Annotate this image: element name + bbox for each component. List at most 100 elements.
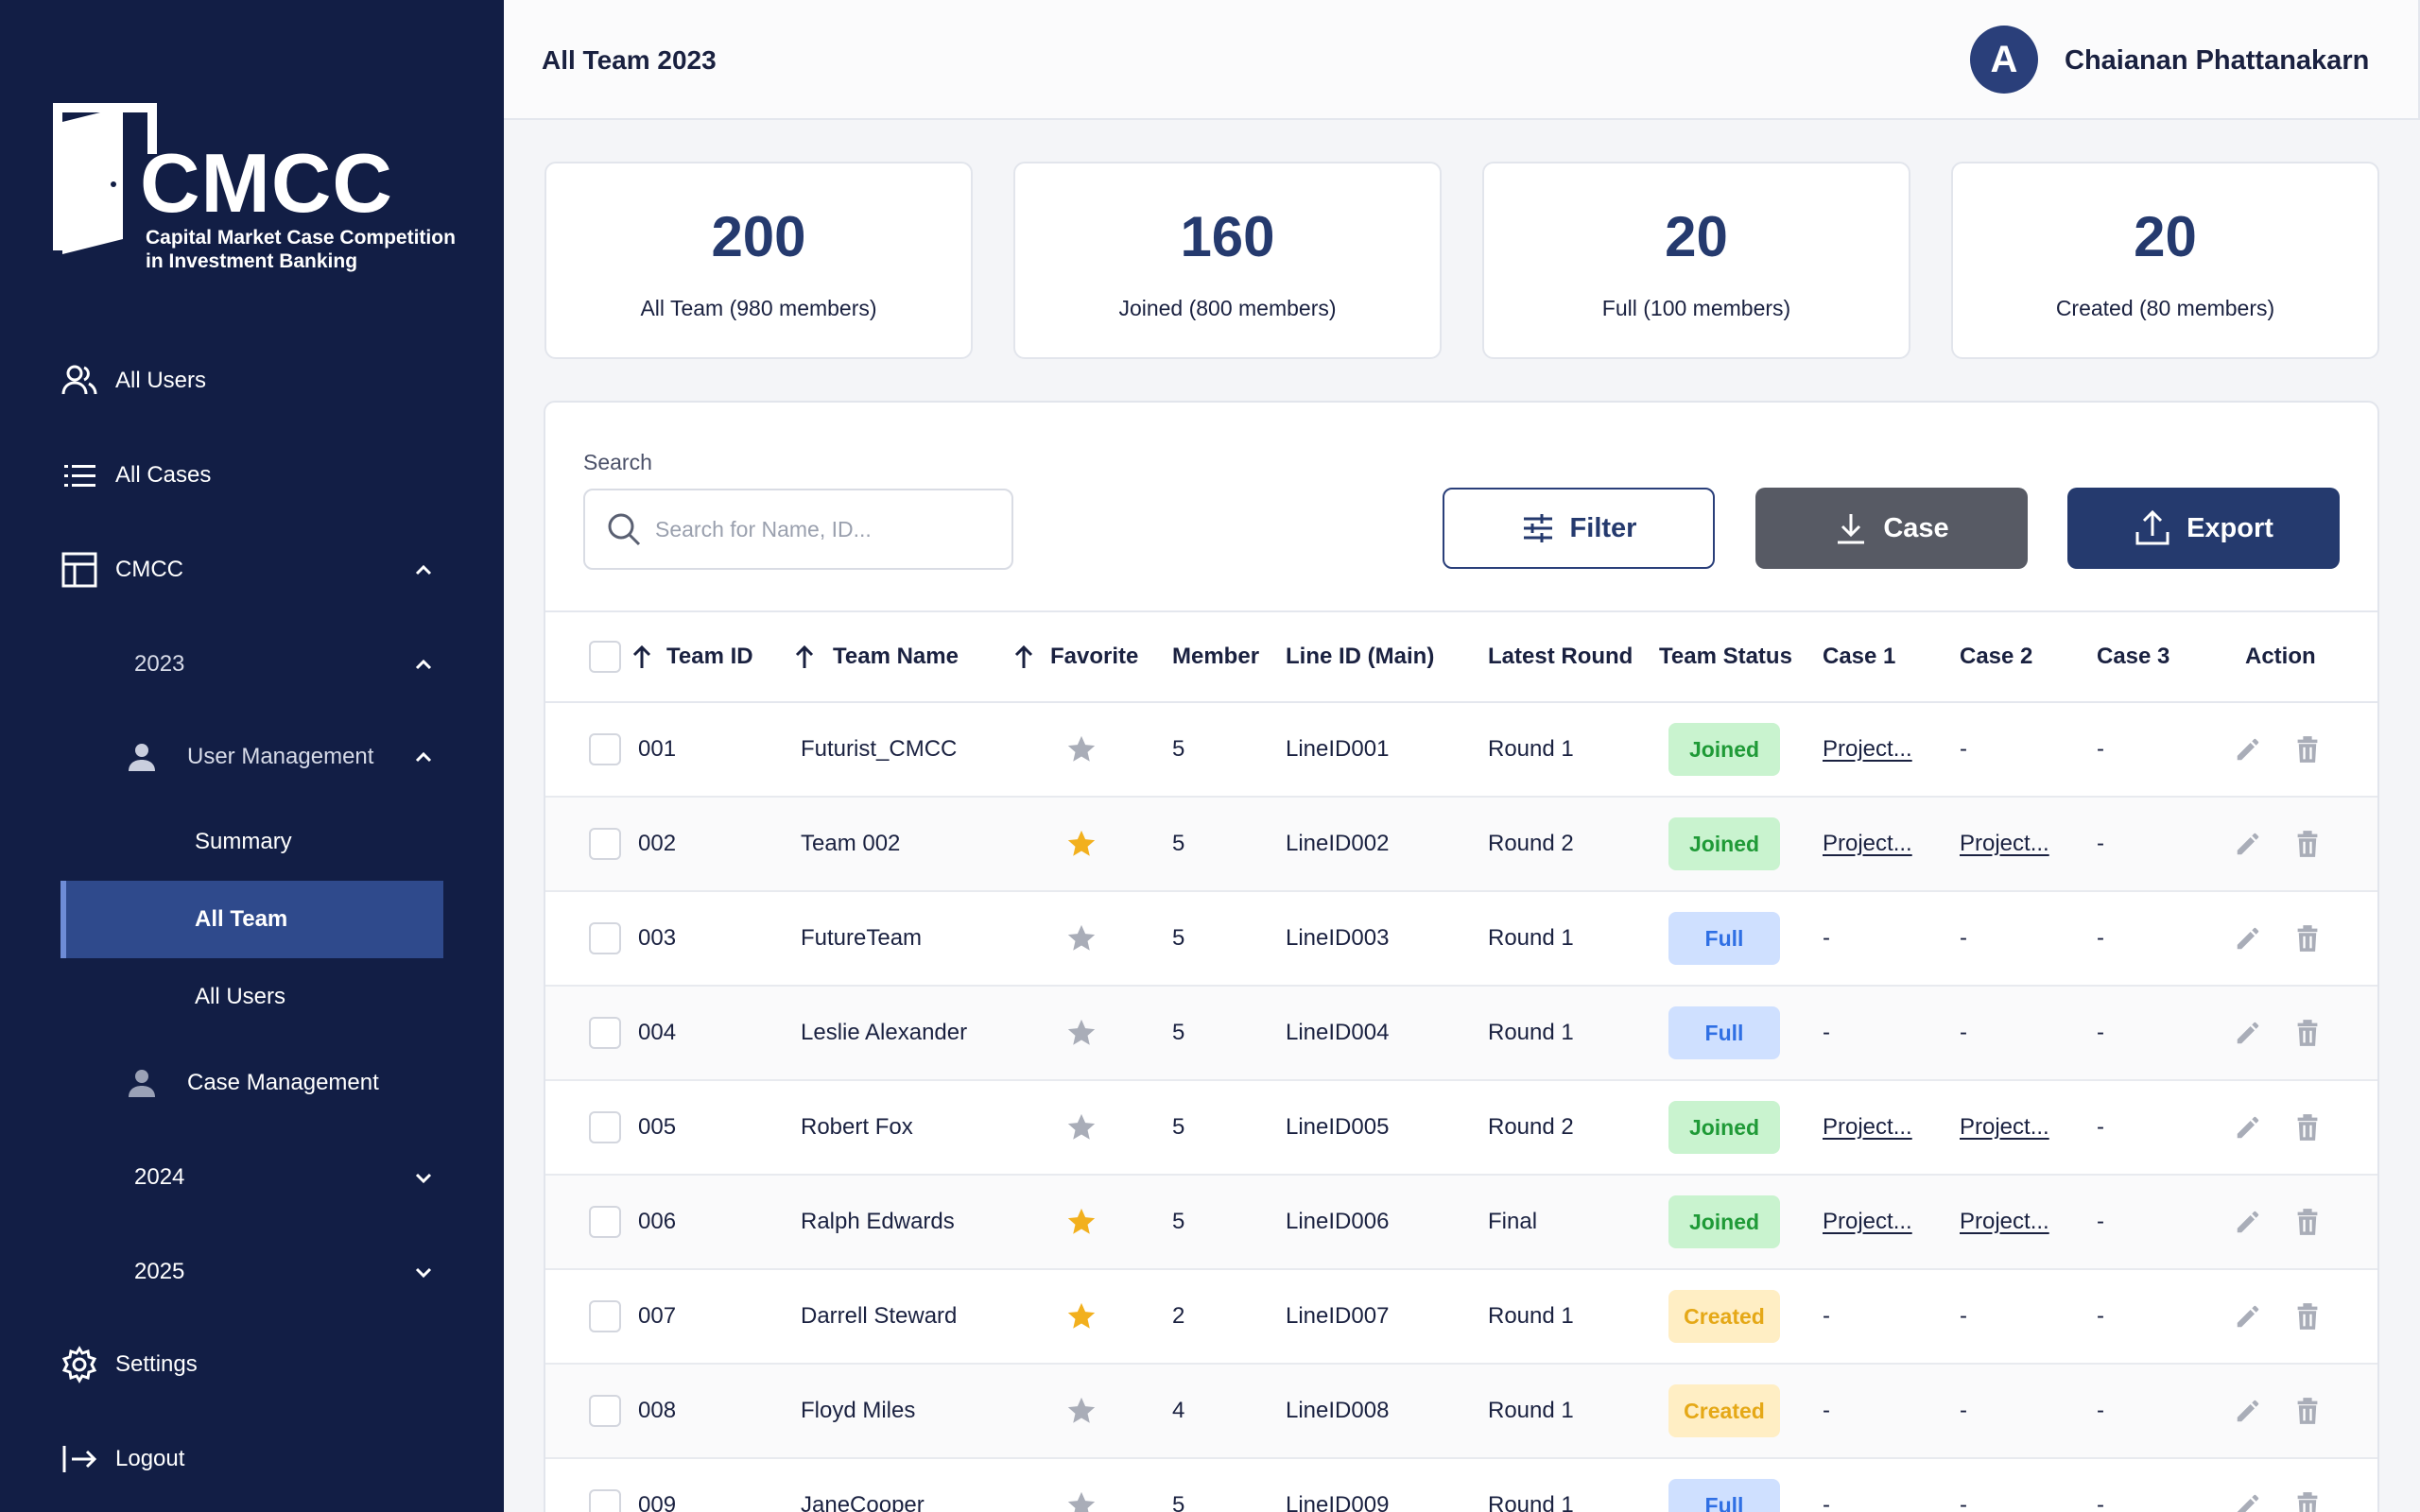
edit-icon[interactable] <box>2234 798 2262 890</box>
row-case2[interactable]: Project... <box>1960 1209 2049 1234</box>
row-case2[interactable]: Project... <box>1960 831 2049 856</box>
edit-icon[interactable] <box>2234 892 2262 985</box>
row-checkbox[interactable] <box>589 1176 621 1268</box>
row-checkbox[interactable] <box>589 987 621 1079</box>
delete-icon[interactable] <box>2294 703 2321 796</box>
row-case1[interactable]: Project... <box>1823 1114 1912 1140</box>
sidebar-item-label: All Cases <box>115 462 212 488</box>
layout-icon <box>59 549 100 591</box>
sidebar-item-2024[interactable]: 2024 <box>134 1149 184 1206</box>
favorite-star-icon[interactable] <box>1065 1270 1098 1363</box>
chevron-down-icon[interactable] <box>412 1166 435 1189</box>
table-row: 006 Ralph Edwards 5 LineID006 Final Joined Pro… <box>545 1176 2377 1270</box>
sidebar-item-all-cases[interactable]: All Cases <box>59 447 211 504</box>
logout-icon <box>59 1438 100 1480</box>
search-box[interactable] <box>583 489 1013 570</box>
sidebar-item-2023[interactable]: 2023 <box>134 636 184 693</box>
sidebar-item-cmcc[interactable]: CMCC <box>59 541 183 598</box>
favorite-star-icon[interactable] <box>1065 1365 1098 1457</box>
sidebar-item-user-management[interactable]: User Management <box>121 729 373 785</box>
sidebar-item-settings[interactable]: Settings <box>59 1336 198 1393</box>
favorite-star-icon[interactable] <box>1065 1459 1098 1512</box>
sort-team-name[interactable]: Team Name <box>793 612 959 701</box>
table-row: 003 FutureTeam 5 LineID003 Round 1 Full - - - <box>545 892 2377 987</box>
edit-icon[interactable] <box>2234 1081 2262 1174</box>
arrow-up-icon <box>795 644 814 668</box>
row-checkbox[interactable] <box>589 1270 621 1363</box>
row-case3: - <box>2097 1303 2104 1329</box>
chevron-up-icon[interactable] <box>412 746 435 768</box>
logo-subtitle-line2: in Investment Banking <box>146 250 358 272</box>
sidebar-item-all-users-sub[interactable]: All Users <box>195 969 285 1025</box>
row-checkbox[interactable] <box>589 1459 621 1512</box>
edit-icon[interactable] <box>2234 987 2262 1079</box>
edit-icon[interactable] <box>2234 1459 2262 1512</box>
table-row: 001 Futurist_CMCC 5 LineID001 Round 1 Joined P… <box>545 703 2377 798</box>
chevron-down-icon[interactable] <box>412 1261 435 1283</box>
row-team-id: 006 <box>638 1209 677 1234</box>
delete-icon[interactable] <box>2294 1270 2321 1363</box>
download-case-button[interactable]: Case <box>1755 488 2028 569</box>
gear-icon <box>59 1344 100 1385</box>
chevron-up-icon[interactable] <box>412 558 435 581</box>
row-checkbox[interactable] <box>589 892 621 985</box>
download-icon <box>1838 514 1865 544</box>
sidebar-item-summary[interactable]: Summary <box>195 814 292 870</box>
edit-icon[interactable] <box>2234 1176 2262 1268</box>
sort-favorite[interactable]: Favorite <box>1012 612 1138 701</box>
row-checkbox[interactable] <box>589 1365 621 1457</box>
row-case2[interactable]: Project... <box>1960 1114 2049 1140</box>
sidebar-item-2025[interactable]: 2025 <box>134 1244 184 1300</box>
row-checkbox[interactable] <box>589 1081 621 1174</box>
delete-icon[interactable] <box>2294 798 2321 890</box>
sidebar-item-all-users[interactable]: All Users <box>59 352 206 409</box>
stat-label: All Team (980 members) <box>640 296 877 320</box>
sort-team-id[interactable]: Team ID <box>631 612 753 701</box>
row-checkbox[interactable] <box>589 798 621 890</box>
chevron-up-icon[interactable] <box>412 653 435 676</box>
delete-icon[interactable] <box>2294 1365 2321 1457</box>
search-input[interactable] <box>655 516 995 542</box>
select-all-checkbox[interactable] <box>589 612 621 701</box>
edit-icon[interactable] <box>2234 1270 2262 1363</box>
status-badge: Created <box>1668 1365 1780 1457</box>
delete-icon[interactable] <box>2294 987 2321 1079</box>
header-case2: Case 2 <box>1960 644 2033 669</box>
sidebar-item-label: 2024 <box>134 1164 185 1190</box>
row-checkbox[interactable] <box>589 703 621 796</box>
user-name[interactable]: Chaianan Phattanakarn <box>2065 45 2370 76</box>
favorite-star-icon[interactable] <box>1065 892 1098 985</box>
sidebar-item-logout[interactable]: Logout <box>59 1431 184 1487</box>
delete-icon[interactable] <box>2294 1081 2321 1174</box>
row-member: 5 <box>1172 1492 1185 1512</box>
favorite-star-icon[interactable] <box>1065 1081 1098 1174</box>
filter-button-label: Filter <box>1569 512 1637 543</box>
row-case1: - <box>1823 1492 1830 1512</box>
delete-icon[interactable] <box>2294 1176 2321 1268</box>
stat-value: 20 <box>1665 205 1728 268</box>
row-case3: - <box>2097 1492 2104 1512</box>
logo-name: CMCC <box>140 136 393 230</box>
avatar[interactable]: A <box>1970 26 2038 94</box>
row-case1[interactable]: Project... <box>1823 1209 1912 1234</box>
row-case1[interactable]: Project... <box>1823 831 1912 856</box>
delete-icon[interactable] <box>2294 892 2321 985</box>
favorite-star-icon[interactable] <box>1065 703 1098 796</box>
sidebar-item-case-management[interactable]: Case Management <box>121 1055 379 1111</box>
stat-card-created: 20 Created (80 members) <box>1951 162 2379 359</box>
favorite-star-icon[interactable] <box>1065 1176 1098 1268</box>
edit-icon[interactable] <box>2234 1365 2262 1457</box>
row-case3: - <box>2097 925 2104 951</box>
filter-button[interactable]: Filter <box>1443 488 1715 569</box>
favorite-star-icon[interactable] <box>1065 987 1098 1079</box>
sidebar-item-all-team[interactable]: All Team <box>195 891 287 948</box>
upload-icon <box>2135 509 2169 545</box>
favorite-star-icon[interactable] <box>1065 798 1098 890</box>
row-line-id: LineID009 <box>1286 1492 1390 1512</box>
delete-icon[interactable] <box>2294 1459 2321 1512</box>
row-case1[interactable]: Project... <box>1823 736 1912 762</box>
export-button[interactable]: Export <box>2067 488 2340 569</box>
row-case1: - <box>1823 1303 1830 1329</box>
edit-icon[interactable] <box>2234 703 2262 796</box>
row-team-id: 008 <box>638 1398 677 1423</box>
